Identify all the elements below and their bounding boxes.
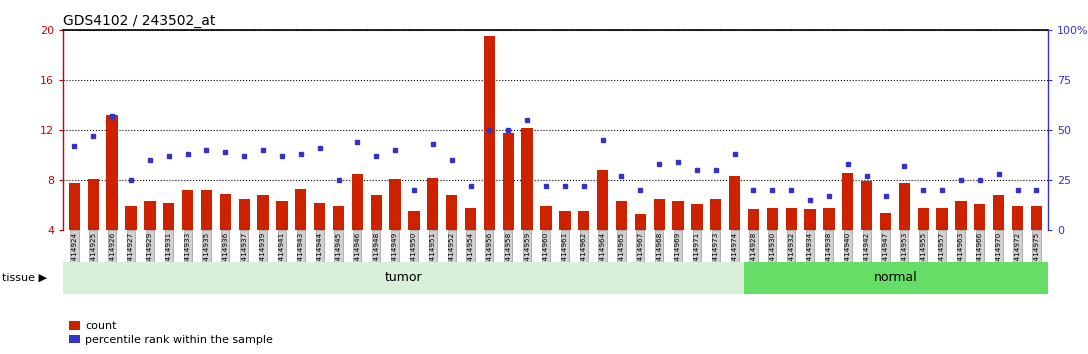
Bar xyxy=(446,195,457,230)
Bar xyxy=(654,199,665,230)
Bar xyxy=(465,207,477,230)
Bar xyxy=(1012,206,1023,230)
Bar xyxy=(842,173,853,230)
Bar xyxy=(559,211,570,230)
Bar xyxy=(955,201,966,230)
Bar xyxy=(729,176,740,230)
Bar xyxy=(258,195,269,230)
Bar xyxy=(314,202,325,230)
Bar xyxy=(145,201,156,230)
Bar xyxy=(672,201,683,230)
Bar xyxy=(899,183,910,230)
Bar xyxy=(804,209,816,230)
Bar xyxy=(276,201,287,230)
Bar xyxy=(541,206,552,230)
Bar xyxy=(371,195,382,230)
Bar xyxy=(974,204,986,230)
Bar xyxy=(220,194,231,230)
Bar xyxy=(503,133,514,230)
Bar xyxy=(744,262,1048,294)
Bar xyxy=(201,190,212,230)
Bar xyxy=(634,214,646,230)
Bar xyxy=(861,181,873,230)
Bar xyxy=(125,206,137,230)
Bar xyxy=(63,262,744,294)
Bar xyxy=(484,36,495,230)
Text: tumor: tumor xyxy=(385,272,422,284)
Text: normal: normal xyxy=(874,272,918,284)
Bar xyxy=(597,170,608,230)
Bar xyxy=(880,213,891,230)
Bar xyxy=(786,207,796,230)
Bar xyxy=(824,207,834,230)
Bar xyxy=(917,207,929,230)
Bar xyxy=(351,174,363,230)
Bar xyxy=(333,206,344,230)
Bar xyxy=(1030,206,1042,230)
Bar xyxy=(295,189,307,230)
Bar xyxy=(767,207,778,230)
Bar xyxy=(937,207,948,230)
Bar xyxy=(616,201,627,230)
Text: GDS4102 / 243502_at: GDS4102 / 243502_at xyxy=(63,14,215,28)
Bar xyxy=(408,211,420,230)
Bar xyxy=(390,179,400,230)
Bar xyxy=(993,195,1004,230)
Bar xyxy=(163,202,174,230)
Bar xyxy=(182,190,194,230)
Bar xyxy=(88,179,99,230)
Bar xyxy=(107,115,118,230)
Bar xyxy=(238,199,250,230)
Bar xyxy=(691,204,703,230)
Bar xyxy=(69,183,81,230)
Bar xyxy=(521,127,533,230)
Bar xyxy=(747,209,759,230)
Bar xyxy=(710,199,721,230)
Legend: count, percentile rank within the sample: count, percentile rank within the sample xyxy=(69,321,273,345)
Text: tissue ▶: tissue ▶ xyxy=(2,273,47,283)
Bar xyxy=(578,211,590,230)
Bar xyxy=(428,178,438,230)
